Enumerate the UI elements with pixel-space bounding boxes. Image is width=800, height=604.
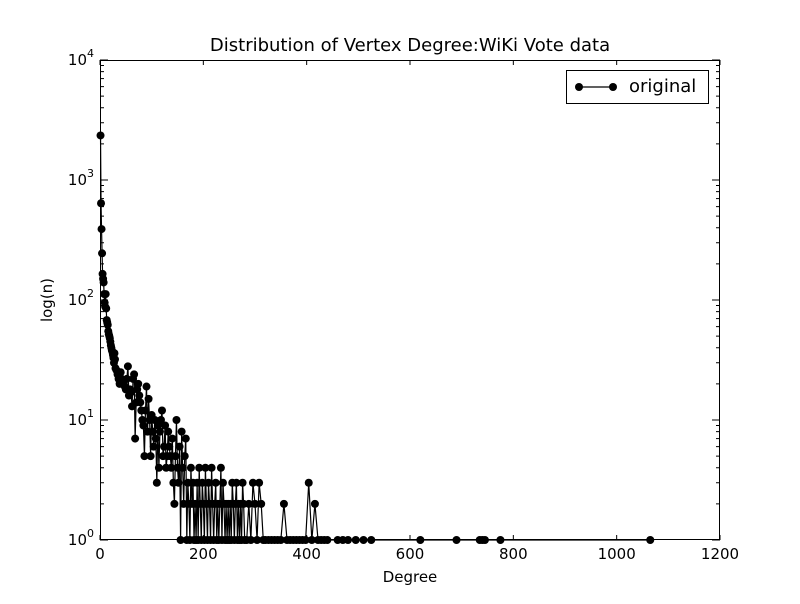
data-point <box>99 278 108 287</box>
data-point <box>251 499 259 508</box>
data-point <box>170 499 179 508</box>
data-point <box>238 478 247 487</box>
data-point <box>123 362 132 371</box>
data-point <box>101 290 110 299</box>
x-axis-label: Degree <box>382 568 438 586</box>
data-point <box>279 499 288 508</box>
data-point <box>204 478 213 487</box>
y-tick-label: 101 <box>68 407 94 429</box>
data-point <box>141 406 150 415</box>
data-point <box>232 478 241 487</box>
data-point <box>181 434 190 443</box>
data-point <box>130 370 139 379</box>
data-point <box>98 249 107 258</box>
data-point <box>304 478 313 487</box>
data-point <box>164 427 173 436</box>
data-point <box>148 427 157 436</box>
data-point <box>134 379 143 388</box>
data-point <box>171 452 180 461</box>
data-point <box>136 398 145 407</box>
y-tick-label: 102 <box>68 287 94 309</box>
data-point <box>257 499 266 508</box>
data-point <box>165 442 174 451</box>
data-point <box>175 442 184 451</box>
data-point <box>248 478 257 487</box>
data-point <box>201 463 210 472</box>
x-tick-label: 600 <box>396 545 425 563</box>
data-point <box>142 382 151 391</box>
data-point <box>139 421 148 430</box>
data-point <box>195 463 204 472</box>
data-point <box>207 463 216 472</box>
data-point <box>97 199 106 208</box>
ticks-layer: 0 200 400 600 800 1000 1200 100 101 102 103 104 <box>68 47 739 563</box>
y-tick-label: 104 <box>68 47 94 69</box>
y-tick-label: 100 <box>68 527 94 549</box>
series-layer <box>96 131 655 544</box>
data-point <box>122 374 131 383</box>
data-point <box>255 478 264 487</box>
data-point <box>151 434 160 443</box>
data-point <box>218 478 227 487</box>
data-point <box>211 478 220 487</box>
data-point <box>180 452 189 461</box>
data-point <box>110 349 119 358</box>
x-tick-label: 800 <box>499 545 528 563</box>
data-point <box>97 225 106 234</box>
data-point <box>174 478 183 487</box>
data-point <box>216 463 225 472</box>
data-point <box>103 320 112 329</box>
series-line-original <box>99 135 651 541</box>
data-point <box>161 421 170 430</box>
data-point <box>167 463 176 472</box>
x-tick-label: 1200 <box>701 545 739 563</box>
data-point <box>149 442 158 451</box>
data-point <box>135 391 144 400</box>
chart-title: Distribution of Vertex Degree:WiKi Vote … <box>209 35 611 56</box>
data-point <box>140 452 149 461</box>
data-point <box>172 416 181 424</box>
data-point <box>178 463 187 472</box>
data-point <box>244 499 253 508</box>
data-point <box>146 452 155 461</box>
data-point <box>152 478 161 487</box>
data-point <box>144 394 153 403</box>
data-point <box>102 304 111 313</box>
data-point <box>156 416 165 424</box>
x-tick-label: 0 <box>95 545 105 563</box>
data-point <box>131 434 140 443</box>
y-tick-label: 103 <box>68 167 94 189</box>
y-axis-label: log(n) <box>38 277 56 323</box>
data-point <box>127 388 135 397</box>
data-point <box>155 427 164 436</box>
data-point <box>168 434 177 443</box>
data-point <box>186 463 195 472</box>
x-tick-label: 200 <box>189 545 218 563</box>
legend-line-marker-icon <box>575 83 617 91</box>
legend-label-original: original <box>629 76 697 97</box>
data-point <box>310 499 319 508</box>
x-tick-label: 400 <box>292 545 321 563</box>
data-point <box>198 478 207 487</box>
data-point <box>110 355 119 364</box>
data-point <box>158 406 166 415</box>
data-point <box>116 368 125 377</box>
data-point <box>154 463 163 472</box>
legend: original <box>566 70 709 104</box>
data-point <box>177 427 186 436</box>
x-tick-label: 1000 <box>598 545 636 563</box>
